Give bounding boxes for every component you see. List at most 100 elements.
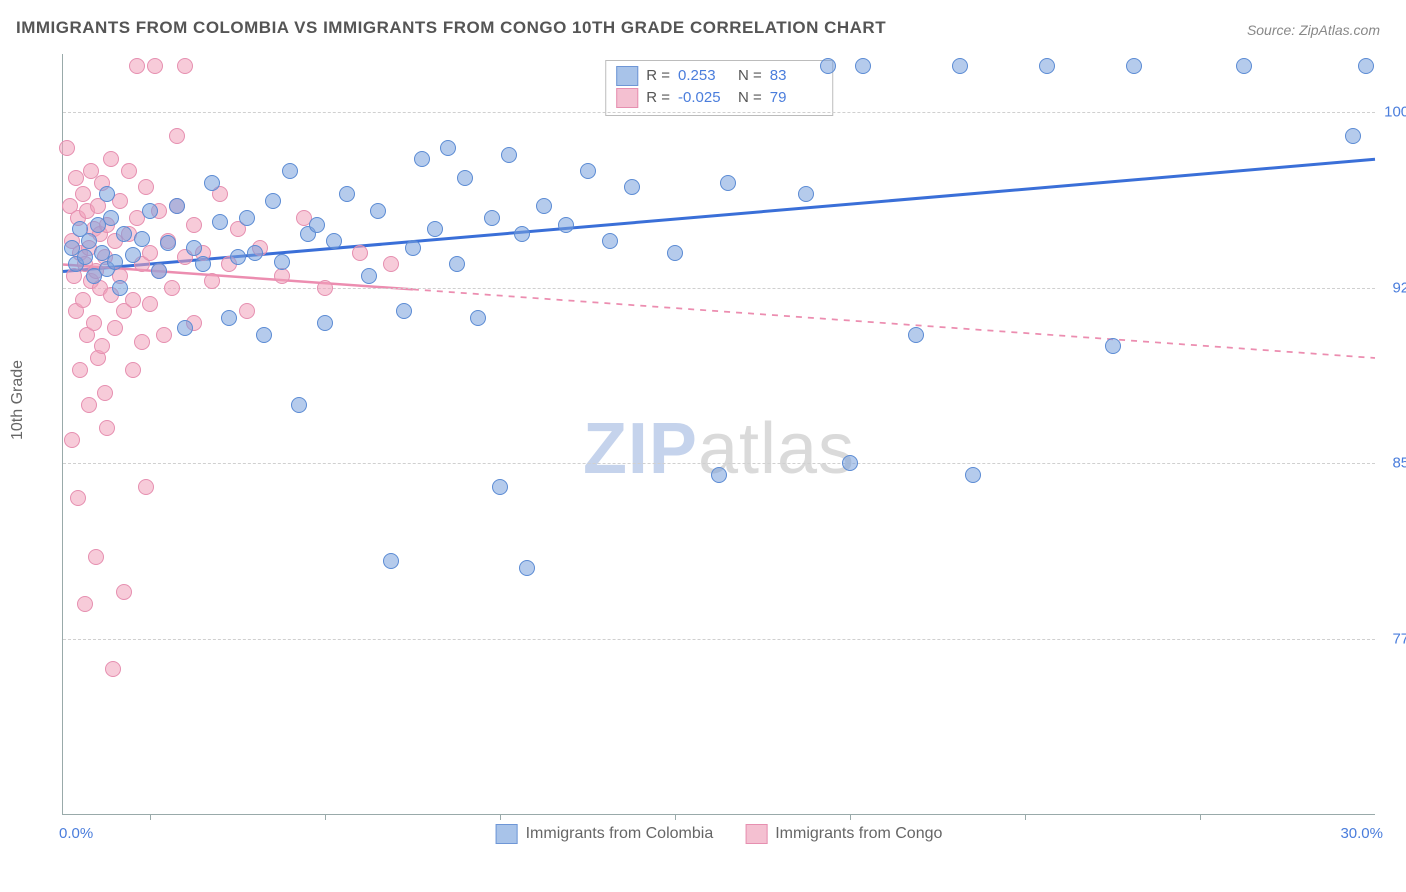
scatter-point — [68, 170, 84, 186]
scatter-point — [204, 273, 220, 289]
scatter-point — [1126, 58, 1142, 74]
scatter-point — [405, 240, 421, 256]
scatter-point — [107, 320, 123, 336]
gridline — [63, 112, 1375, 113]
scatter-point — [116, 584, 132, 600]
scatter-point — [77, 596, 93, 612]
scatter-point — [116, 226, 132, 242]
scatter-point — [125, 362, 141, 378]
scatter-point — [720, 175, 736, 191]
legend-label-congo: Immigrants from Congo — [775, 825, 942, 843]
y-axis-label: 10th Grade — [9, 360, 27, 440]
scatter-point — [370, 203, 386, 219]
gridline — [63, 288, 1375, 289]
scatter-point — [457, 170, 473, 186]
scatter-point — [134, 231, 150, 247]
scatter-point — [81, 397, 97, 413]
chart-title: IMMIGRANTS FROM COLOMBIA VS IMMIGRANTS F… — [16, 18, 886, 38]
y-tick-label: 77.5% — [1379, 630, 1406, 647]
scatter-point — [1039, 58, 1055, 74]
x-tick — [675, 814, 676, 820]
scatter-point — [72, 362, 88, 378]
scatter-point — [103, 151, 119, 167]
scatter-point — [711, 467, 727, 483]
scatter-point — [291, 397, 307, 413]
legend-label-colombia: Immigrants from Colombia — [526, 825, 714, 843]
scatter-point — [1358, 58, 1374, 74]
scatter-point — [239, 303, 255, 319]
scatter-point — [908, 327, 924, 343]
trend-lines-layer — [63, 54, 1375, 814]
scatter-point — [99, 420, 115, 436]
scatter-point — [138, 179, 154, 195]
scatter-point — [624, 179, 640, 195]
gridline — [63, 463, 1375, 464]
scatter-point — [383, 256, 399, 272]
scatter-point — [103, 210, 119, 226]
scatter-point — [602, 233, 618, 249]
scatter-point — [129, 58, 145, 74]
x-tick — [1200, 814, 1201, 820]
legend-item-colombia: Immigrants from Colombia — [496, 824, 714, 844]
scatter-point — [580, 163, 596, 179]
chart-container: IMMIGRANTS FROM COLOMBIA VS IMMIGRANTS F… — [0, 0, 1406, 892]
scatter-point — [440, 140, 456, 156]
trend-line-extrapolated — [413, 289, 1375, 358]
y-tick-label: 100.0% — [1379, 104, 1406, 121]
scatter-point — [449, 256, 465, 272]
scatter-point — [339, 186, 355, 202]
x-tick — [850, 814, 851, 820]
scatter-point — [86, 315, 102, 331]
scatter-point — [855, 58, 871, 74]
scatter-point — [59, 140, 75, 156]
scatter-point — [484, 210, 500, 226]
scatter-point — [77, 249, 93, 265]
scatter-point — [274, 268, 290, 284]
x-tick — [500, 814, 501, 820]
scatter-point — [965, 467, 981, 483]
scatter-point — [361, 268, 377, 284]
plot-area: ZIPatlas R = 0.253 N = 83 R = -0.025 N =… — [62, 54, 1375, 815]
scatter-point — [169, 198, 185, 214]
scatter-point — [64, 432, 80, 448]
scatter-point — [230, 249, 246, 265]
scatter-point — [75, 186, 91, 202]
scatter-point — [842, 455, 858, 471]
scatter-point — [70, 490, 86, 506]
legend-item-congo: Immigrants from Congo — [745, 824, 942, 844]
scatter-point — [81, 233, 97, 249]
swatch-colombia — [496, 824, 518, 844]
x-tick — [150, 814, 151, 820]
scatter-point — [134, 334, 150, 350]
scatter-point — [239, 210, 255, 226]
scatter-point — [256, 327, 272, 343]
scatter-point — [558, 217, 574, 233]
scatter-point — [195, 256, 211, 272]
scatter-point — [97, 385, 113, 401]
x-axis-max-label: 30.0% — [1340, 825, 1383, 842]
scatter-point — [536, 198, 552, 214]
scatter-point — [156, 327, 172, 343]
scatter-point — [798, 186, 814, 202]
scatter-point — [514, 226, 530, 242]
scatter-point — [1105, 338, 1121, 354]
scatter-point — [147, 58, 163, 74]
scatter-point — [125, 247, 141, 263]
scatter-point — [138, 479, 154, 495]
scatter-point — [265, 193, 281, 209]
scatter-point — [99, 186, 115, 202]
scatter-point — [1236, 58, 1252, 74]
scatter-point — [414, 151, 430, 167]
scatter-point — [317, 280, 333, 296]
scatter-point — [151, 263, 167, 279]
scatter-point — [492, 479, 508, 495]
scatter-point — [94, 338, 110, 354]
scatter-point — [820, 58, 836, 74]
gridline — [63, 639, 1375, 640]
y-tick-label: 85.0% — [1379, 455, 1406, 472]
scatter-point — [186, 217, 202, 233]
scatter-point — [309, 217, 325, 233]
swatch-congo — [745, 824, 767, 844]
scatter-point — [105, 661, 121, 677]
scatter-point — [88, 549, 104, 565]
